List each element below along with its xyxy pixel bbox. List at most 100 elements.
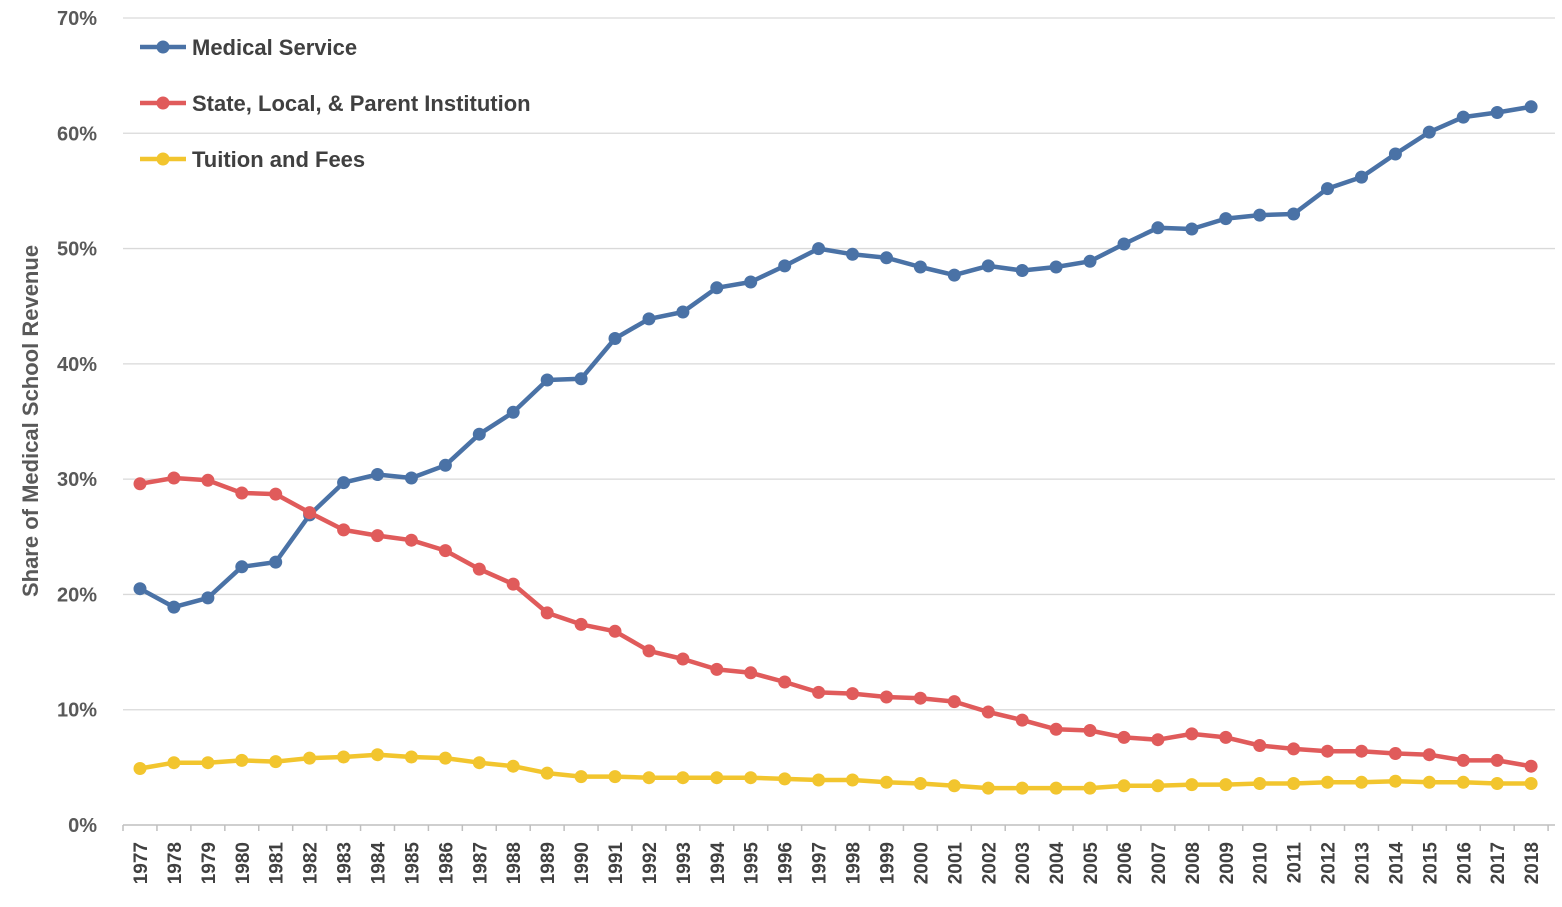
y-tick-label: 70% xyxy=(57,8,97,30)
legend-swatch-marker xyxy=(156,96,170,110)
legend-item: Medical Service xyxy=(140,35,357,60)
x-tick-label: 1987 xyxy=(470,842,491,884)
x-tick-label: 2007 xyxy=(1149,842,1170,884)
data-point xyxy=(1490,777,1504,790)
data-point xyxy=(269,487,283,501)
data-point xyxy=(1151,221,1165,235)
x-tick-label: 2014 xyxy=(1386,842,1407,885)
data-point xyxy=(404,750,418,764)
data-point xyxy=(846,687,859,701)
data-point xyxy=(506,759,520,773)
data-point xyxy=(1219,730,1233,744)
data-point xyxy=(337,523,351,537)
x-tick-label: 2009 xyxy=(1217,842,1238,884)
data-point xyxy=(438,751,452,765)
data-point xyxy=(269,555,283,569)
data-point xyxy=(947,695,961,709)
data-point xyxy=(1422,775,1436,789)
data-point xyxy=(1524,759,1538,773)
data-point xyxy=(812,685,826,699)
data-point xyxy=(1015,781,1029,795)
x-tick-label: 1996 xyxy=(776,842,797,884)
data-point xyxy=(710,281,724,295)
data-point xyxy=(608,770,622,784)
data-point xyxy=(913,260,927,274)
legend-swatch-marker xyxy=(156,152,170,166)
x-tick-label: 1990 xyxy=(572,842,593,884)
data-point xyxy=(1151,733,1165,747)
y-tick-label: 10% xyxy=(57,700,97,722)
data-point xyxy=(1015,713,1029,727)
data-point xyxy=(574,770,588,784)
series-state-local-parent-institution xyxy=(133,471,1538,773)
data-point xyxy=(201,756,215,770)
data-point xyxy=(1287,742,1301,756)
legend-label: Tuition and Fees xyxy=(192,147,365,172)
data-point xyxy=(676,652,690,666)
x-tick-label: 1981 xyxy=(267,842,288,885)
data-point xyxy=(812,242,826,256)
data-point xyxy=(1117,779,1131,793)
data-point xyxy=(1219,212,1233,226)
x-tick-label: 2012 xyxy=(1319,842,1340,884)
data-point xyxy=(1117,237,1131,251)
data-point xyxy=(981,259,995,273)
x-tick-label: 1993 xyxy=(674,842,695,884)
data-point xyxy=(472,756,486,770)
x-tick-label: 1984 xyxy=(369,842,390,885)
y-axis: 0% 10% 20% 30% 40% 50% 60% 70% xyxy=(57,8,97,837)
data-point xyxy=(744,771,758,785)
data-point xyxy=(1422,125,1436,139)
x-tick-label: 2005 xyxy=(1081,842,1102,885)
data-point xyxy=(1049,722,1063,736)
data-point xyxy=(981,705,995,719)
data-point xyxy=(676,771,690,785)
data-point xyxy=(472,427,486,441)
data-point xyxy=(235,753,249,767)
series-medical-service xyxy=(133,100,1538,614)
x-axis: 1977 1978 1979 1980 1981 1982 1983 1984 1985 1986… xyxy=(122,824,1555,885)
data-point xyxy=(846,247,859,261)
data-point xyxy=(1151,779,1165,793)
data-point xyxy=(913,691,927,705)
data-point xyxy=(303,751,317,765)
x-tick-label: 2010 xyxy=(1251,842,1272,884)
data-point xyxy=(404,471,418,485)
data-point xyxy=(201,591,215,605)
data-point xyxy=(235,560,249,574)
data-point xyxy=(1219,778,1233,792)
data-point xyxy=(1049,260,1063,274)
data-point xyxy=(269,755,283,769)
data-point xyxy=(371,468,384,481)
data-point xyxy=(676,305,690,319)
x-tick-label: 2011 xyxy=(1285,842,1306,884)
x-tick-label: 1992 xyxy=(640,842,661,884)
data-point xyxy=(1185,222,1199,236)
data-point xyxy=(1355,744,1368,758)
data-point xyxy=(1049,781,1063,795)
data-point xyxy=(1456,110,1470,124)
x-tick-label: 2006 xyxy=(1115,842,1136,884)
data-point xyxy=(1287,207,1301,221)
x-tick-label: 2018 xyxy=(1522,842,1543,884)
y-tick-label: 50% xyxy=(57,239,97,261)
data-point xyxy=(337,750,351,764)
data-point xyxy=(744,666,758,680)
data-point xyxy=(167,471,181,485)
data-point xyxy=(506,405,520,419)
data-point xyxy=(744,275,758,289)
data-point xyxy=(540,606,554,620)
data-point xyxy=(1321,182,1334,196)
data-point xyxy=(778,675,792,689)
data-point xyxy=(133,582,147,596)
data-point xyxy=(710,662,724,676)
y-axis-title: Share of Medical School Revenue xyxy=(18,245,43,597)
data-point xyxy=(1456,753,1470,767)
data-point xyxy=(201,473,215,487)
x-tick-label: 1988 xyxy=(504,842,525,884)
data-point xyxy=(133,477,147,491)
x-tick-label: 1983 xyxy=(335,842,356,884)
data-point xyxy=(506,577,520,591)
legend: Medical Service State, Local, & Parent In… xyxy=(140,35,531,172)
data-point xyxy=(880,690,893,704)
